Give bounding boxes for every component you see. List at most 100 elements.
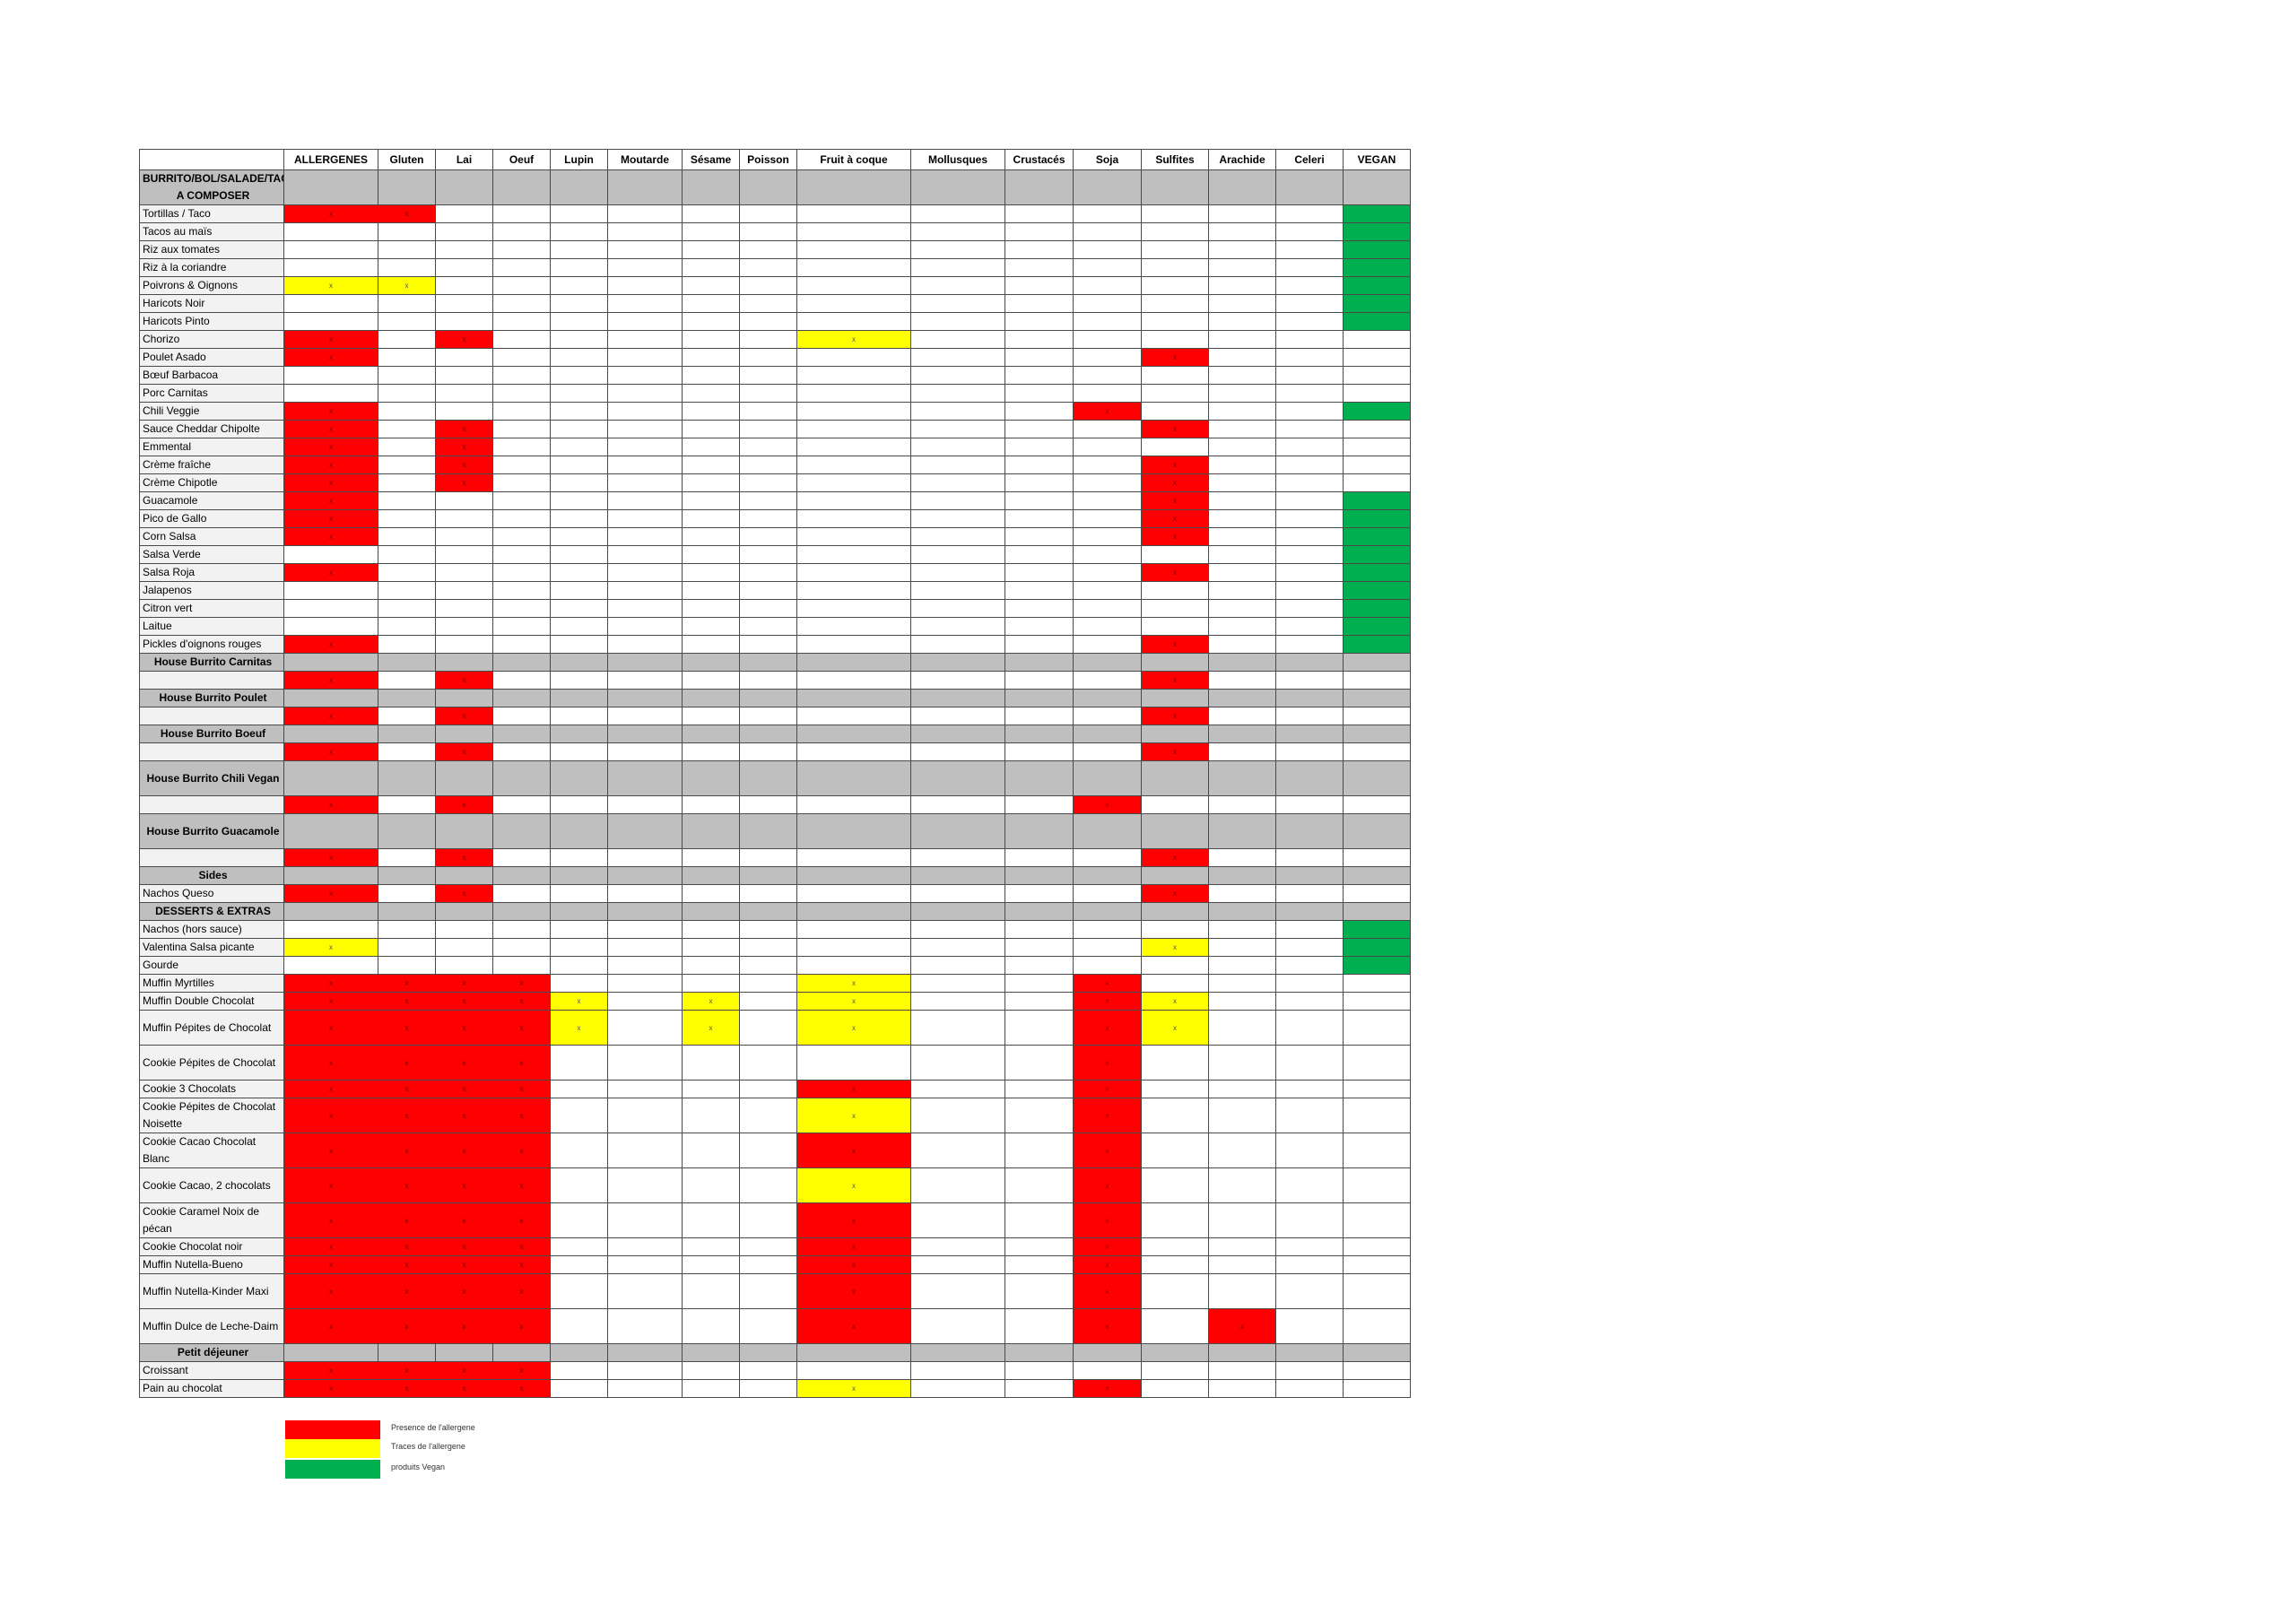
allergen-cell bbox=[550, 527, 608, 546]
allergen-cell bbox=[796, 725, 911, 743]
allergen-cell bbox=[550, 884, 608, 903]
allergen-cell bbox=[550, 760, 608, 796]
allergen-cell bbox=[739, 491, 797, 510]
allergen-cell bbox=[492, 742, 551, 761]
allergen-cell bbox=[435, 956, 493, 975]
allergen-cell bbox=[550, 509, 608, 528]
allergen-cell bbox=[283, 294, 378, 313]
table-row: Muffin Nutella-Bueno x x x x x x bbox=[139, 1255, 1411, 1274]
allergen-cell bbox=[1343, 348, 1411, 367]
table-row: Haricots Pinto bbox=[139, 312, 1411, 331]
allergen-cell bbox=[1141, 581, 1209, 600]
allergen-table: ALLERGENES Gluten Lai Oeuf Lupin Moutarde Sésa… bbox=[139, 149, 1411, 1398]
allergen-cell bbox=[607, 795, 683, 814]
allergen-cell bbox=[1004, 438, 1074, 456]
allergen-cell bbox=[1208, 689, 1276, 707]
allergen-cell bbox=[1275, 1343, 1344, 1362]
allergen-cell: x bbox=[435, 1273, 493, 1309]
allergen-cell bbox=[910, 1202, 1005, 1238]
table-row: Jalapenos bbox=[139, 581, 1411, 600]
allergen-cell bbox=[550, 294, 608, 313]
allergen-cell bbox=[492, 884, 551, 903]
item-name: Emmental bbox=[139, 438, 284, 456]
allergen-cell bbox=[492, 438, 551, 456]
allergen-cell bbox=[910, 974, 1005, 993]
allergen-cell: x bbox=[1141, 491, 1209, 510]
allergen-cell bbox=[910, 1133, 1005, 1168]
allergen-cell bbox=[682, 1273, 740, 1309]
allergen-cell bbox=[378, 689, 436, 707]
allergen-cell bbox=[739, 348, 797, 367]
item-name: Chili Veggie bbox=[139, 402, 284, 421]
allergen-cell bbox=[1275, 1273, 1344, 1309]
section-title: House Burrito Boeuf bbox=[139, 725, 284, 743]
allergen-cell bbox=[607, 635, 683, 654]
allergen-cell bbox=[910, 222, 1005, 241]
allergen-cell bbox=[283, 1343, 378, 1362]
table-row: Cookie Pépites de Chocolat Noisette x x x x x… bbox=[139, 1098, 1411, 1133]
allergen-cell bbox=[682, 1237, 740, 1256]
allergen-cell bbox=[1073, 330, 1142, 349]
allergen-cell bbox=[739, 1379, 797, 1398]
allergen-cell: x bbox=[283, 456, 378, 474]
allergen-cell bbox=[607, 330, 683, 349]
allergen-cell bbox=[682, 456, 740, 474]
allergen-cell bbox=[910, 240, 1005, 259]
allergen-cell bbox=[1004, 1343, 1074, 1362]
allergen-cell bbox=[283, 240, 378, 259]
allergen-cell bbox=[1004, 974, 1074, 993]
allergen-cell bbox=[1004, 920, 1074, 939]
allergen-cell bbox=[682, 813, 740, 849]
allergen-cell bbox=[1275, 725, 1344, 743]
allergen-cell bbox=[607, 348, 683, 367]
column-header: VEGAN bbox=[1343, 149, 1411, 170]
allergen-cell bbox=[492, 330, 551, 349]
allergen-cell bbox=[1004, 1361, 1074, 1380]
allergen-cell bbox=[1208, 169, 1276, 205]
allergen-cell bbox=[1343, 312, 1411, 331]
allergen-cell: x bbox=[435, 707, 493, 725]
allergen-cell bbox=[378, 671, 436, 690]
allergen-cell bbox=[1141, 1379, 1209, 1398]
allergen-cell bbox=[739, 581, 797, 600]
item-name: Laitue bbox=[139, 617, 284, 636]
allergen-cell bbox=[550, 169, 608, 205]
allergen-cell bbox=[1208, 1098, 1276, 1133]
item-name: Riz aux tomates bbox=[139, 240, 284, 259]
allergen-cell bbox=[910, 866, 1005, 885]
allergen-cell bbox=[550, 456, 608, 474]
header-corner bbox=[139, 149, 284, 170]
allergen-cell bbox=[739, 1361, 797, 1380]
allergen-cell bbox=[378, 902, 436, 921]
allergen-cell bbox=[1141, 689, 1209, 707]
allergen-cell bbox=[378, 509, 436, 528]
allergen-cell bbox=[1073, 956, 1142, 975]
allergen-cell bbox=[739, 760, 797, 796]
allergen-cell bbox=[607, 1045, 683, 1081]
allergen-cell bbox=[1004, 204, 1074, 223]
allergen-cell: x bbox=[492, 1308, 551, 1344]
table-row: Emmental x x bbox=[139, 438, 1411, 456]
allergen-cell bbox=[283, 725, 378, 743]
allergen-cell: x bbox=[1073, 1010, 1142, 1046]
allergen-cell bbox=[492, 240, 551, 259]
allergen-cell bbox=[435, 312, 493, 331]
allergen-cell bbox=[739, 1045, 797, 1081]
allergen-cell bbox=[682, 1343, 740, 1362]
table-row: Chorizo x x x bbox=[139, 330, 1411, 349]
allergen-cell bbox=[1073, 581, 1142, 600]
allergen-cell bbox=[739, 1273, 797, 1309]
allergen-cell bbox=[1275, 330, 1344, 349]
allergen-cell bbox=[739, 974, 797, 993]
allergen-cell bbox=[739, 222, 797, 241]
allergen-cell bbox=[1343, 902, 1411, 921]
allergen-cell bbox=[1141, 240, 1209, 259]
allergen-cell bbox=[550, 1080, 608, 1098]
table-row: Nachos Queso x x x bbox=[139, 884, 1411, 903]
table-body: BURRITO/BOL/SALADE/TACOS A COMPOSERTorti… bbox=[139, 169, 1411, 1398]
allergen-cell bbox=[1208, 1379, 1276, 1398]
allergen-cell bbox=[682, 348, 740, 367]
allergen-cell bbox=[739, 866, 797, 885]
allergen-cell bbox=[1343, 276, 1411, 295]
